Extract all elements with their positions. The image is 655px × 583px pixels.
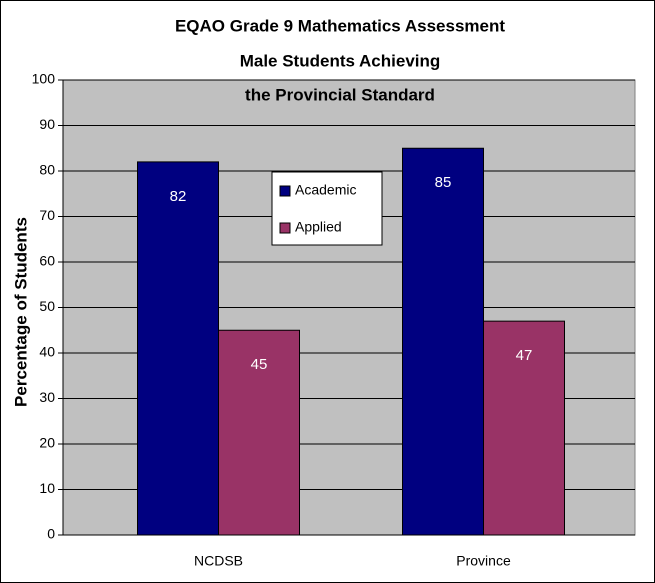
y-axis-label: Percentage of Students bbox=[11, 217, 30, 407]
legend-swatch bbox=[279, 222, 291, 234]
y-tick-label: 90 bbox=[39, 116, 55, 132]
y-tick-label: 70 bbox=[39, 207, 55, 223]
bar bbox=[402, 147, 484, 536]
value-label: 82 bbox=[170, 188, 187, 205]
chart-title: Male Students Achieving bbox=[240, 51, 441, 70]
y-tick-label: 50 bbox=[39, 298, 55, 314]
y-tick-label: 30 bbox=[39, 389, 55, 405]
y-tick-label: 10 bbox=[39, 480, 55, 496]
y-tick-label: 0 bbox=[47, 526, 55, 542]
bar bbox=[137, 161, 219, 536]
value-label: 47 bbox=[516, 347, 533, 364]
legend-label: Academic bbox=[295, 182, 356, 198]
y-tick-label: 20 bbox=[39, 435, 55, 451]
y-tick-label: 40 bbox=[39, 344, 55, 360]
value-label: 85 bbox=[435, 174, 452, 191]
value-label: 45 bbox=[251, 356, 268, 373]
y-tick-label: 100 bbox=[32, 71, 56, 87]
legend-label: Applied bbox=[295, 219, 342, 235]
bar bbox=[483, 320, 565, 536]
bar bbox=[218, 329, 300, 536]
chart-title: EQAO Grade 9 Mathematics Assessment bbox=[175, 16, 505, 35]
y-tick-label: 80 bbox=[39, 162, 55, 178]
chart-title: the Provincial Standard bbox=[245, 85, 435, 104]
x-tick-label: Province bbox=[456, 553, 511, 569]
x-tick-label: NCDSB bbox=[194, 553, 243, 569]
y-tick-label: 60 bbox=[39, 253, 55, 269]
legend-swatch bbox=[279, 185, 291, 197]
